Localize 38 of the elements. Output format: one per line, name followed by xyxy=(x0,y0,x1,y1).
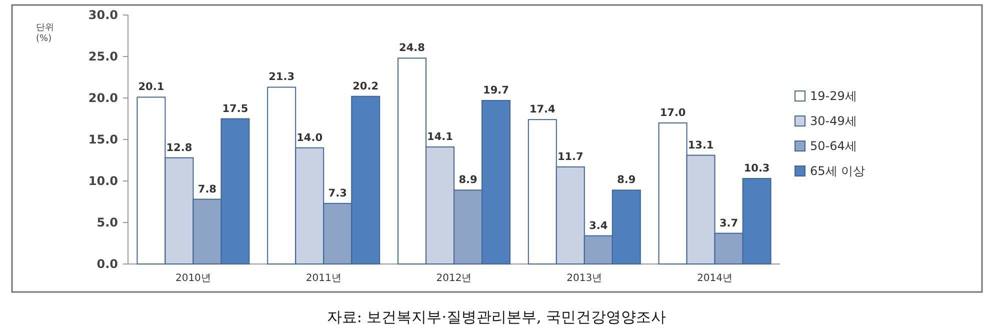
x-tick-label: 2013년 xyxy=(566,273,602,284)
data-label: 20.2 xyxy=(352,80,379,92)
data-label: 3.7 xyxy=(719,217,738,230)
data-label: 8.9 xyxy=(458,174,478,186)
data-label: 20.1 xyxy=(138,81,164,94)
y-tick-label: 10.0 xyxy=(88,174,118,188)
text: 자료: 보건복지부·질병관리본부, 국민건강영양조사 xyxy=(326,308,666,326)
data-label: 12.8 xyxy=(166,142,192,154)
data-label: 24.8 xyxy=(399,42,425,54)
data-label: 14.1 xyxy=(427,130,453,143)
x-tick-label: 2010년 xyxy=(175,273,211,284)
legend-label: 30-49세 xyxy=(810,114,857,128)
y-tick-label: 30.0 xyxy=(88,8,118,22)
y-axis-title: 단위 (%) xyxy=(36,23,57,44)
data-label: 3.4 xyxy=(589,220,608,232)
data-label: 17.5 xyxy=(222,102,248,115)
data-label: 17.4 xyxy=(529,104,556,116)
data-label: 7.3 xyxy=(328,187,347,200)
y-tick-label: 15.0 xyxy=(88,132,118,146)
y-tick-label: 0.0 xyxy=(96,257,118,271)
x-tick-label: 2014년 xyxy=(697,273,733,284)
data-label: 11.7 xyxy=(557,150,584,163)
data-label: 7.8 xyxy=(198,183,217,196)
data-label: 10.3 xyxy=(744,162,770,175)
y-tick-label: 5.0 xyxy=(96,216,118,230)
legend-label: 50-64세 xyxy=(810,139,857,153)
y-tick-label: 20.0 xyxy=(88,91,118,105)
data-label: 13.1 xyxy=(688,139,714,152)
data-label: 17.0 xyxy=(660,106,686,119)
legend-label: 19-29세 xyxy=(810,89,857,103)
x-tick-label: 2011년 xyxy=(306,273,342,284)
data-label: 14.0 xyxy=(296,132,323,144)
data-label: 21.3 xyxy=(268,71,295,84)
x-tick-label: 2012년 xyxy=(436,273,472,284)
y-tick-label: 25.0 xyxy=(88,50,118,64)
legend-label: 65세 이상 xyxy=(810,164,866,178)
data-label: 8.9 xyxy=(617,174,636,186)
data-label: 19.7 xyxy=(483,84,509,96)
